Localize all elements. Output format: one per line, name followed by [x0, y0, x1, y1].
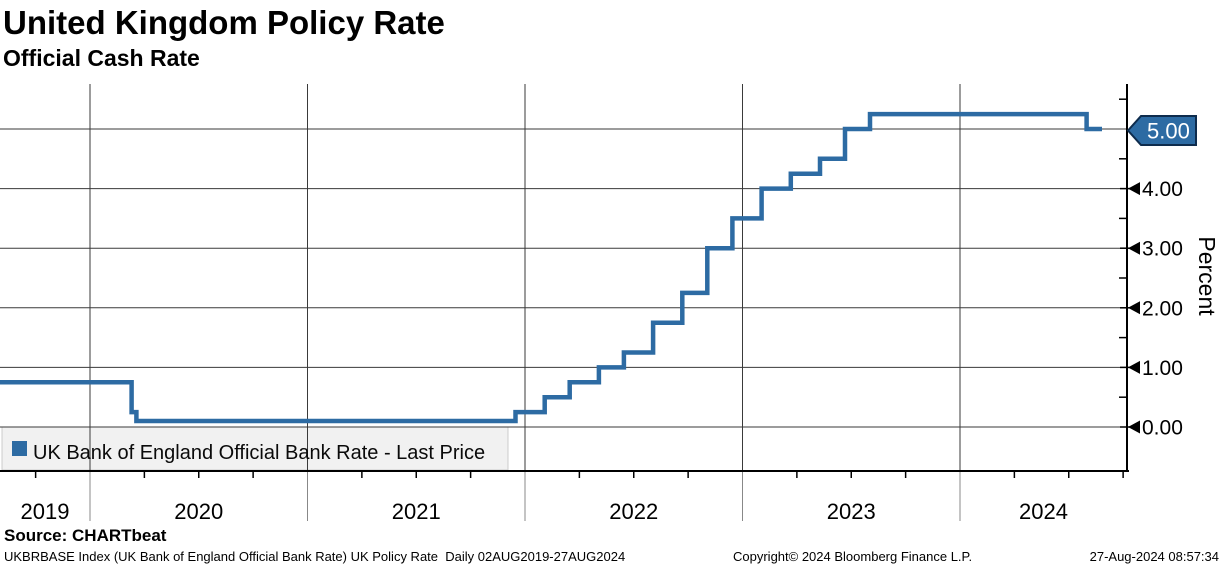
page-title: United Kingdom Policy Rate [3, 4, 445, 41]
series-layer [0, 111, 1102, 424]
y-tick-label: 1.00 [1142, 357, 1183, 380]
axis-layer [0, 84, 1140, 478]
y-axis-title: Percent [1194, 236, 1220, 316]
y-tick-label: 3.00 [1142, 238, 1183, 261]
x-tick-label: 2024 [1019, 499, 1068, 524]
y-tick-arrow-icon [1128, 241, 1140, 255]
gridline-layer [0, 84, 1127, 521]
last-price-tag: 5.00 [1126, 115, 1197, 146]
footer-description: UKBRBASE Index (UK Bank of England Offic… [4, 549, 626, 564]
page-subtitle: Official Cash Rate [3, 45, 200, 71]
legend-series-swatch-icon [12, 441, 27, 456]
y-tick-arrow-icon [1128, 360, 1140, 374]
footer-copyright: Copyright© 2024 Bloomberg Finance L.P. [733, 549, 973, 564]
y-tick-arrow-icon [1128, 301, 1140, 315]
y-tick-label: 4.00 [1142, 178, 1183, 201]
x-tick-label: 2019 [21, 499, 70, 524]
last-price-tag-value: 5.00 [1147, 119, 1190, 144]
footer-timestamp: 27-Aug-2024 08:57:34 [1089, 549, 1219, 564]
rate-step-line [0, 111, 1102, 424]
legend-series-label: UK Bank of England Official Bank Rate - … [33, 442, 485, 464]
y-tick-arrow-icon [1128, 420, 1140, 434]
x-tick-label: 2023 [827, 499, 876, 524]
tick-label-layer: 0.00 1.00 2.00 3.00 4.00 2019 2020 2021 2022 2023… [21, 178, 1183, 524]
legend: UK Bank of England Official Bank Rate - … [12, 441, 485, 464]
x-tick-label: 2022 [609, 499, 658, 524]
y-tick-arrow-icon [1128, 182, 1140, 196]
x-tick-label: 2020 [174, 499, 223, 524]
last-price-tag-shape [1126, 115, 1197, 146]
source-label: Source: CHARTbeat [4, 526, 167, 545]
y-tick-label: 0.00 [1142, 417, 1183, 440]
y-tick-label: 2.00 [1142, 297, 1183, 320]
x-tick-label: 2021 [392, 499, 441, 524]
